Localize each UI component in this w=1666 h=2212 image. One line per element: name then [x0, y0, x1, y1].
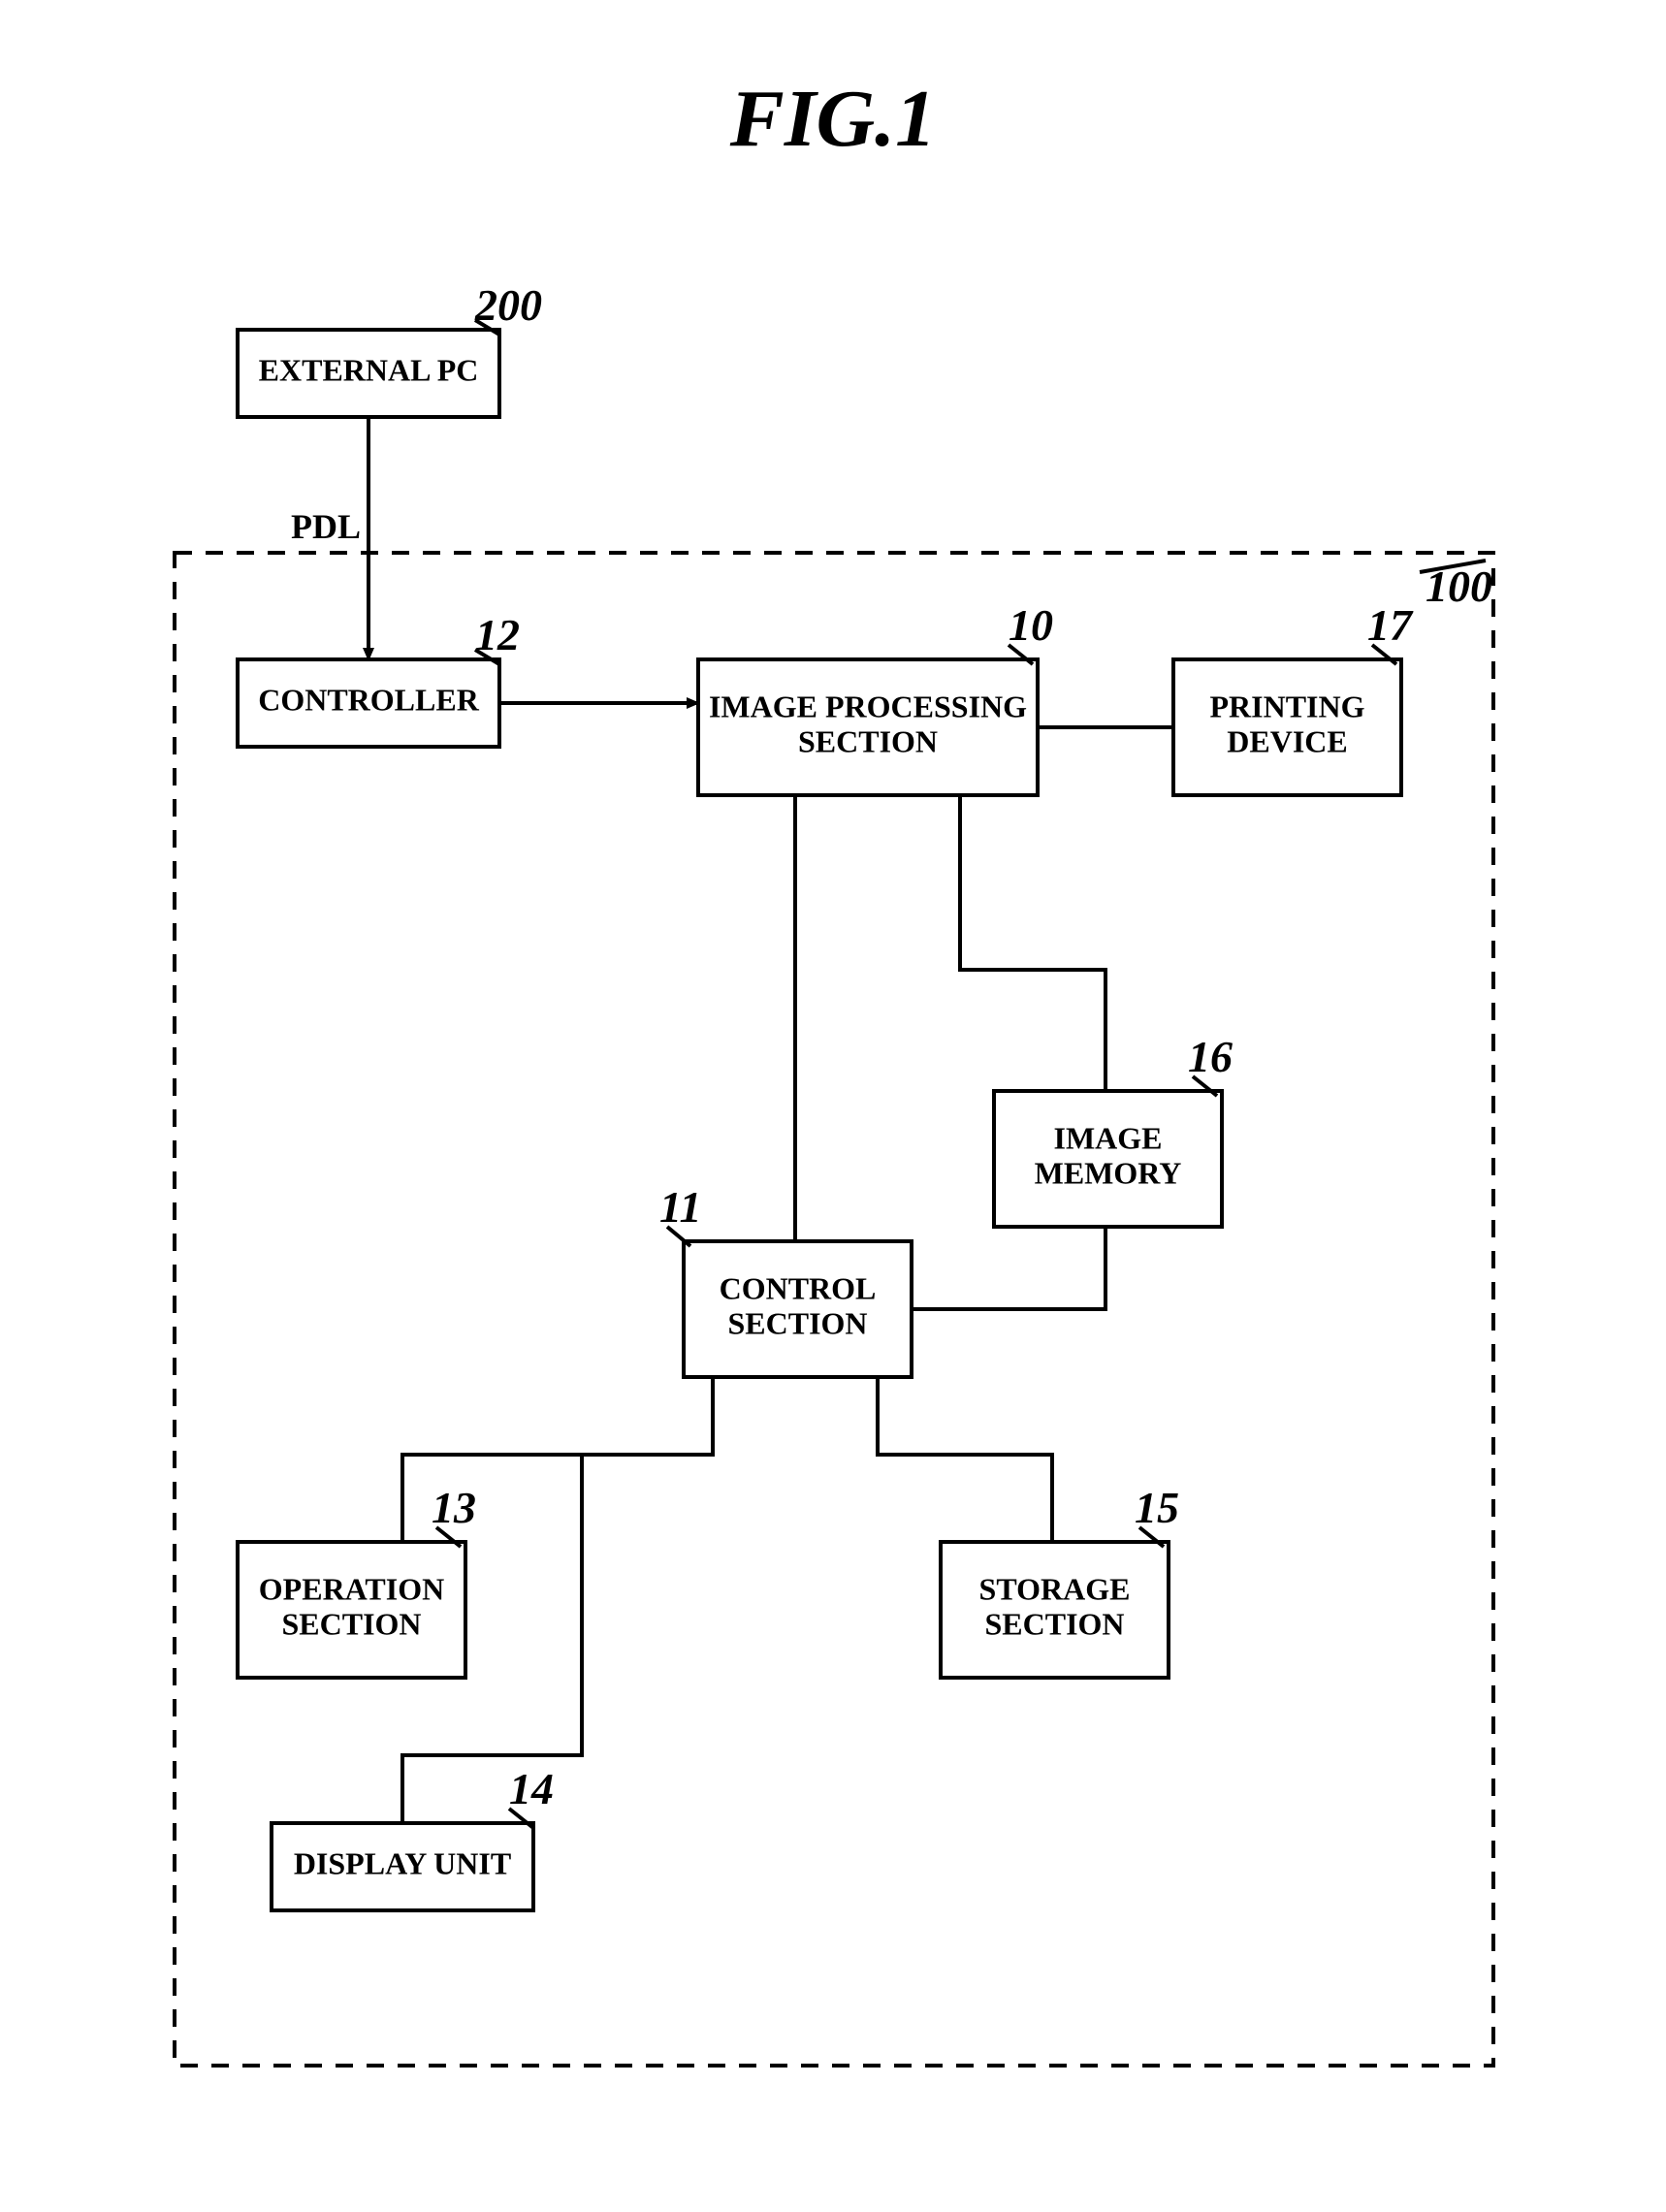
ref-17: 17	[1367, 600, 1414, 650]
ref-16: 16	[1188, 1032, 1233, 1081]
ref-14: 14	[509, 1764, 554, 1813]
box-label-external_pc-0: EXTERNAL PC	[259, 352, 479, 387]
edge-label-pc-to-controller: PDL	[291, 507, 361, 546]
box-label-image_proc-0: IMAGE PROCESSING	[709, 689, 1027, 723]
ref-11: 11	[659, 1182, 701, 1232]
ref-10: 10	[1009, 600, 1053, 650]
ref-13: 13	[432, 1483, 476, 1532]
box-label-display-0: DISPLAY UNIT	[294, 1845, 511, 1880]
box-label-printing-1: DEVICE	[1227, 723, 1347, 758]
ref-15: 15	[1135, 1483, 1179, 1532]
box-label-control_sec-0: CONTROL	[720, 1270, 877, 1305]
box-label-image_mem-0: IMAGE	[1054, 1120, 1163, 1155]
edge-imageproc-to-imagemem	[960, 795, 1105, 1091]
ref-200: 200	[474, 280, 542, 330]
box-label-operation-0: OPERATION	[259, 1571, 444, 1606]
edge-control-to-storage	[878, 1377, 1052, 1542]
box-label-operation-1: SECTION	[281, 1606, 421, 1641]
box-label-storage-0: STORAGE	[979, 1571, 1131, 1606]
box-label-image_proc-1: SECTION	[798, 723, 938, 758]
box-label-storage-1: SECTION	[984, 1606, 1124, 1641]
box-label-control_sec-1: SECTION	[727, 1305, 867, 1340]
box-label-image_mem-1: MEMORY	[1035, 1155, 1182, 1190]
figure-canvas: FIG.1 PDL EXTERNAL PC CONTROLLER IMAGE PRO…	[0, 0, 1666, 2212]
box-label-controller-0: CONTROLLER	[258, 682, 479, 717]
boxes-layer: EXTERNAL PCCONTROLLERIMAGE PROCESSINGSEC…	[238, 330, 1401, 1910]
figure-title: FIG.1	[729, 74, 936, 164]
box-label-printing-0: PRINTING	[1209, 689, 1364, 723]
edge-control-to-imagemem	[912, 1227, 1105, 1309]
